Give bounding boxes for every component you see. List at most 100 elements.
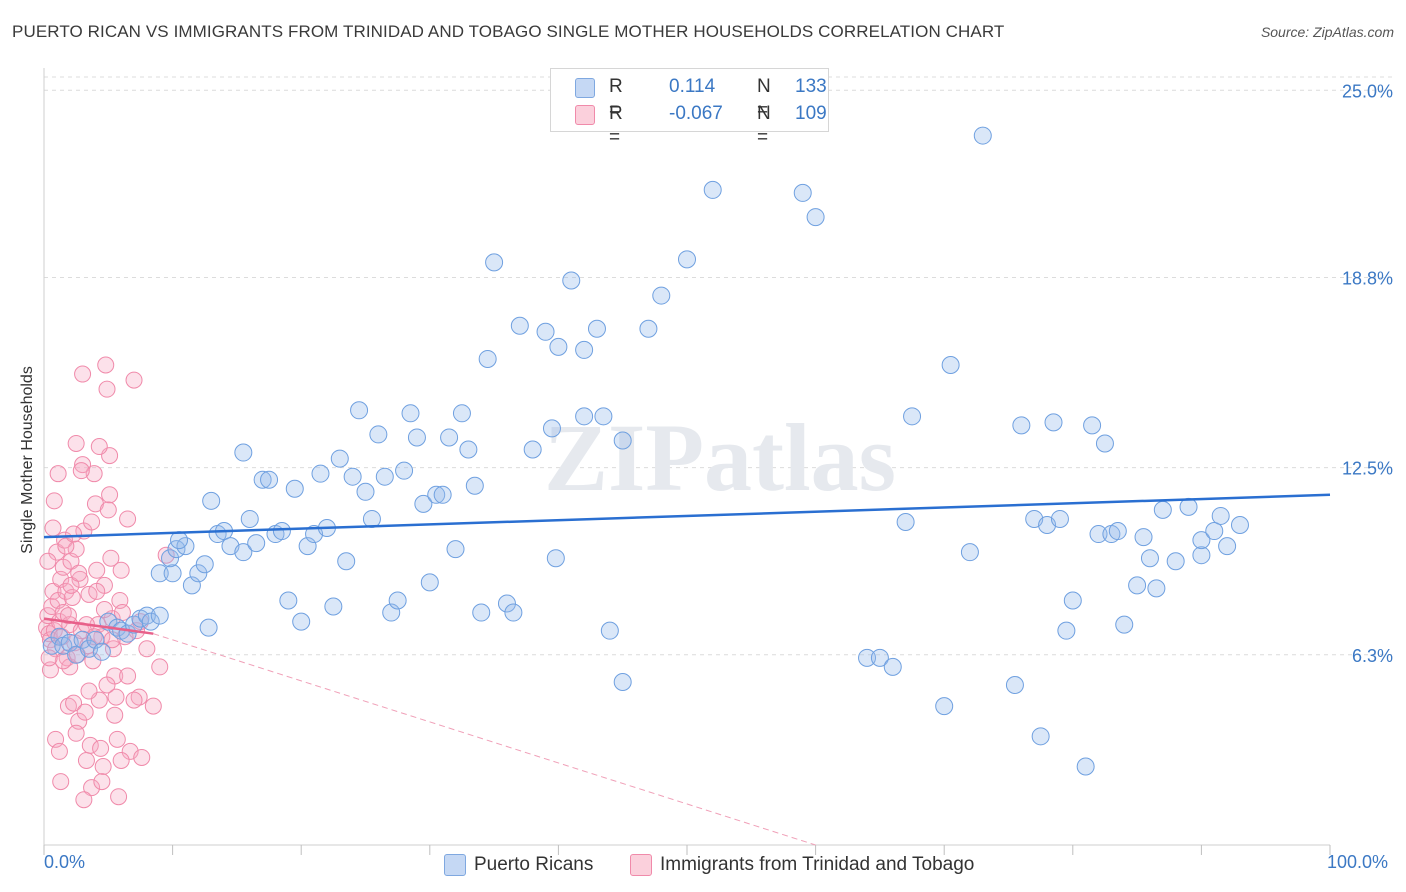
data-point-puerto-rican — [388, 591, 407, 610]
data-point-puerto-rican — [562, 271, 581, 290]
data-point-puerto-rican — [272, 522, 291, 541]
legend-swatch-blue — [444, 854, 466, 876]
data-point-puerto-rican — [472, 603, 491, 622]
data-point-puerto-rican — [253, 470, 272, 489]
data-point-trinidad — [72, 462, 90, 480]
data-point-puerto-rican — [163, 564, 182, 583]
data-point-puerto-rican — [161, 549, 180, 568]
data-point-trinidad — [144, 697, 162, 715]
data-point-puerto-rican — [440, 428, 459, 447]
data-point-trinidad — [70, 564, 88, 582]
data-point-puerto-rican — [150, 606, 169, 625]
data-point-trinidad — [94, 758, 112, 776]
data-point-trinidad — [102, 549, 120, 567]
correlation-legend: R = 0.114 N = 133 R = -0.067 N = 109 — [550, 68, 829, 148]
data-point-puerto-rican — [459, 440, 478, 459]
data-point-puerto-rican — [150, 564, 169, 583]
series-legend: Puerto Ricans Immigrants from Trinidad a… — [0, 852, 1406, 878]
legend-swatch-pink — [575, 105, 595, 125]
legend-swatch-pink — [630, 854, 652, 876]
data-point-trinidad — [157, 546, 175, 564]
data-point-puerto-rican — [1179, 497, 1198, 516]
data-point-puerto-rican — [234, 543, 253, 562]
data-point-puerto-rican — [465, 476, 484, 495]
y-tick-label: 12.5% — [1342, 459, 1393, 479]
legend-n-label: N = — [757, 76, 771, 121]
y-tick-label: 6.3% — [1352, 646, 1393, 666]
data-point-trinidad — [98, 676, 116, 694]
data-point-puerto-rican — [1057, 621, 1076, 640]
data-point-puerto-rican — [292, 612, 311, 631]
data-point-puerto-rican — [903, 407, 922, 426]
data-point-puerto-rican — [1063, 591, 1082, 610]
data-point-puerto-rican — [485, 253, 504, 272]
data-point-puerto-rican — [202, 491, 221, 510]
data-point-trinidad — [59, 607, 77, 625]
data-point-trinidad — [133, 748, 151, 766]
data-point-trinidad — [119, 667, 137, 685]
watermark: ZIPatlas — [544, 404, 896, 511]
legend-label-puerto-ricans: Puerto Ricans — [474, 854, 594, 875]
data-point-puerto-rican — [407, 428, 426, 447]
data-point-puerto-rican — [170, 531, 189, 550]
data-point-trinidad — [50, 742, 68, 760]
data-point-puerto-rican — [613, 672, 632, 691]
data-point-puerto-rican — [1192, 546, 1211, 565]
data-point-puerto-rican — [1089, 525, 1108, 544]
legend-label-trinidad: Immigrants from Trinidad and Tobago — [660, 854, 975, 875]
data-point-trinidad — [57, 537, 75, 555]
data-point-puerto-rican — [324, 597, 343, 616]
data-point-puerto-rican — [806, 208, 825, 227]
data-point-puerto-rican — [195, 555, 214, 574]
data-point-puerto-rican — [896, 512, 915, 531]
data-point-puerto-rican — [1153, 500, 1172, 519]
data-point-puerto-rican — [542, 419, 561, 438]
data-point-trinidad — [101, 486, 119, 504]
y-tick-label: 25.0% — [1342, 81, 1393, 101]
data-point-trinidad — [90, 438, 108, 456]
data-point-puerto-rican — [546, 549, 565, 568]
source-label: Source: ZipAtlas.com — [1260, 24, 1394, 40]
data-point-puerto-rican — [240, 509, 259, 528]
data-point-puerto-rican — [703, 180, 722, 199]
grid-lines — [44, 76, 1392, 656]
data-point-trinidad — [98, 380, 116, 398]
data-point-puerto-rican — [427, 485, 446, 504]
data-point-puerto-rican — [356, 482, 375, 501]
data-point-puerto-rican — [446, 540, 465, 559]
data-point-puerto-rican — [1076, 757, 1095, 776]
data-point-trinidad — [65, 525, 83, 543]
data-point-puerto-rican — [1218, 537, 1237, 556]
legend-r-label: R = — [609, 103, 623, 148]
legend-n-value: 133 — [795, 76, 827, 97]
x-tick-label-min: 0.0% — [44, 852, 86, 872]
data-point-trinidad — [130, 688, 148, 706]
data-point-puerto-rican — [1095, 434, 1114, 453]
data-point-trinidad — [49, 465, 67, 483]
data-point-trinidad — [112, 561, 130, 579]
data-point-puerto-rican — [549, 337, 568, 356]
data-point-puerto-rican — [1192, 531, 1211, 550]
data-point-trinidad — [63, 588, 81, 606]
trend-line-trinidad — [43, 617, 154, 635]
data-point-trinidad — [74, 456, 92, 474]
data-point-trinidad — [108, 730, 126, 748]
data-point-puerto-rican — [260, 470, 279, 489]
data-point-trinidad — [112, 751, 130, 769]
data-point-puerto-rican — [1128, 576, 1147, 595]
data-point-trinidad — [52, 773, 70, 791]
data-point-puerto-rican — [1083, 416, 1102, 435]
legend-r-value: -0.067 — [669, 103, 723, 124]
data-point-trinidad — [41, 661, 59, 679]
series-puerto-rican-points — [42, 126, 1249, 776]
data-point-puerto-rican — [536, 322, 555, 341]
y-tick-label: 18.8% — [1342, 268, 1393, 288]
data-point-trinidad — [76, 703, 94, 721]
x-tick-label-max: 100.0% — [1327, 852, 1389, 872]
data-point-trinidad — [71, 570, 89, 588]
data-point-puerto-rican — [343, 467, 362, 486]
data-point-trinidad — [83, 779, 101, 797]
data-point-puerto-rican — [1205, 522, 1224, 541]
data-point-trinidad — [88, 561, 106, 579]
data-point-trinidad — [59, 697, 77, 715]
